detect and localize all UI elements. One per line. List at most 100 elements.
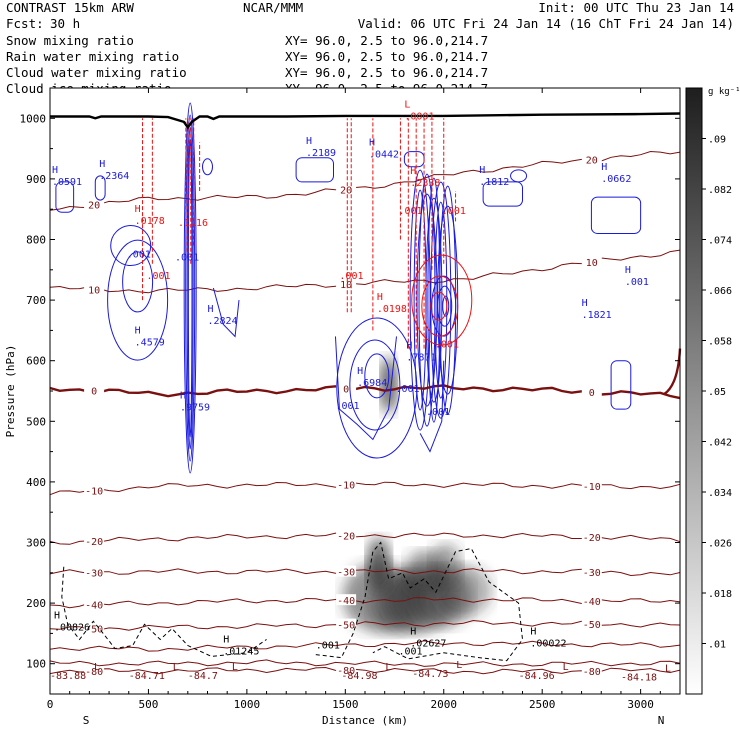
- contour-label-bg: [336, 663, 357, 675]
- contour-label-bg: [581, 255, 602, 267]
- temperature-contour-label: 0: [589, 388, 595, 399]
- cloud-water-high-letter: H: [406, 341, 412, 352]
- y-tick-label: 1000: [20, 112, 47, 125]
- temperature-low-letter: L: [563, 662, 569, 673]
- x-axis-label: Distance (km): [322, 714, 408, 727]
- contour-label-bg: [336, 565, 357, 577]
- contour-label-bg: [84, 384, 105, 396]
- rain-contour-label: .1116: [178, 218, 208, 229]
- temperature-low-letter: L: [94, 662, 100, 673]
- cloud-water-shallow: [94, 175, 106, 201]
- cloud-water-high-letter: H: [52, 165, 58, 176]
- colorbar-label: .082: [708, 185, 732, 196]
- x-tick-label: 3000: [627, 698, 654, 711]
- contour-label-bg: [84, 598, 105, 610]
- cloud-water-cell: [107, 239, 169, 361]
- cloud-water-contour-label: .001: [335, 401, 359, 412]
- contour-label-bg: [336, 529, 357, 541]
- temperature-contour-label: -30: [583, 568, 601, 579]
- temperature-contour-label: -30: [337, 568, 355, 579]
- isotherm-line: [49, 532, 681, 545]
- isotherm-line: [49, 568, 681, 577]
- cloud-water-high-value: .1812: [479, 177, 509, 188]
- y-tick-label: 200: [26, 597, 46, 610]
- cloud-water-cell: [364, 353, 390, 399]
- temperature-contour-label: 10: [586, 258, 598, 269]
- temperature-low-value: -84.98: [341, 671, 377, 682]
- contour-label-bg: [336, 618, 357, 630]
- cloud-water-high-value: .001: [625, 277, 649, 288]
- temperature-contour-label: -80: [583, 667, 601, 678]
- y-tick-label: 100: [26, 658, 46, 671]
- field-xy-snow: XY= 96.0, 2.5 to 96.0,214.7: [285, 33, 488, 48]
- contour-label-bg: [336, 594, 357, 606]
- cloud-ice-high-letter: H: [410, 627, 416, 638]
- temperature-low-value: -84.73: [412, 669, 448, 680]
- temperature-contour-label: -10: [85, 487, 103, 498]
- cloud-water-shallow: [55, 181, 75, 213]
- cloud-water-contour-label: .001: [127, 250, 151, 261]
- contour-label-bg: [84, 566, 105, 578]
- cloud-water-cell: [431, 275, 457, 337]
- contour-label-bg: [84, 664, 105, 676]
- temperature-contour-label: -10: [583, 482, 601, 493]
- temperature-low-letter: L: [456, 660, 462, 671]
- y-tick-label: 400: [26, 476, 46, 489]
- cloud-water-core: [430, 181, 452, 419]
- rain-high-value: .0178: [135, 216, 165, 227]
- model-name: CONTRAST 15km ARW: [6, 0, 134, 15]
- cloud-water-high-letter: H: [601, 162, 607, 173]
- cloud-water-cell: [202, 158, 213, 176]
- cloud-water-high-letter: H: [582, 298, 588, 309]
- field-xy-rain: XY= 96.0, 2.5 to 96.0,214.7: [285, 49, 488, 64]
- rain-contour-label: .001: [339, 271, 363, 282]
- x-tick-label: 2000: [431, 698, 458, 711]
- colorbar-label: .034: [708, 488, 732, 499]
- cloud-ice-high-letter: H: [223, 634, 229, 645]
- rain-high-letter: H: [410, 166, 416, 177]
- temperature-contour-label: 0: [91, 387, 97, 398]
- temperature-contours: -80 -80 -80 -50 -50 -50 -40 -40 -40 -30 -30 -30 -20 -…: [49, 150, 682, 678]
- cloud-water-tower: [183, 102, 197, 474]
- cloud-water-high-value: .2364: [99, 171, 129, 182]
- field-name-cloud-water: Cloud water mixing ratio: [6, 65, 187, 80]
- cloud-ice-contour-label: .001: [316, 641, 340, 652]
- cloud-water-high-value: .9759: [180, 402, 210, 413]
- cloud-water-high-letter: H: [208, 304, 214, 315]
- snow-patch: [366, 537, 391, 594]
- cloud-water-contours: [55, 102, 642, 474]
- plot-area: -80 -80 -80-50 -50 -50-40 -40 -40-30 -30 -30-20-…: [49, 87, 682, 695]
- cloud-water-high-value: .7871: [406, 353, 436, 364]
- cloud-water-high-value: .6984: [357, 378, 387, 389]
- terrain-profile: [50, 112, 681, 130]
- x-tick-label: 0: [47, 698, 54, 711]
- contour-label-bg: [336, 183, 357, 195]
- cloud-water-contour-label: .001: [426, 407, 450, 418]
- rain-contour-label: .001: [435, 339, 459, 350]
- direction-left: S: [83, 714, 90, 727]
- isotherm-line: [49, 150, 681, 211]
- cloud-water-core: [409, 169, 431, 431]
- cloud-ice-contour: [61, 541, 524, 662]
- rain-high-value: .0198: [377, 304, 407, 315]
- cloud-water-cell: [122, 251, 154, 313]
- rain-high-value: .2338: [410, 178, 440, 189]
- temperature-contour-label: 20: [88, 201, 100, 212]
- contour-label-bg: [84, 283, 105, 295]
- temperature-contour-label: -40: [337, 596, 355, 607]
- axes: Pressure (hPa) Distance (km) S N 0 500 100…: [4, 87, 680, 727]
- temperature-contour-label: -40: [85, 601, 103, 612]
- y-tick-label: 600: [26, 355, 46, 368]
- temperature-contour-label: 0: [343, 385, 349, 396]
- cloud-water-high-value: .0442: [369, 150, 399, 161]
- temperature-contour-label: 20: [586, 155, 598, 166]
- rain-contours: [142, 118, 473, 349]
- contour-label-bg: [581, 565, 602, 577]
- cloud-water-core: [416, 193, 438, 407]
- cloud-ice-high-letter: H: [54, 610, 60, 621]
- x-tick-label: 1500: [332, 698, 359, 711]
- cloud-water-shallow: [295, 157, 334, 183]
- isotherm-line: [49, 659, 681, 667]
- rain-contour-label: .001: [442, 206, 466, 217]
- cloud-water-high-value: .4579: [135, 337, 165, 348]
